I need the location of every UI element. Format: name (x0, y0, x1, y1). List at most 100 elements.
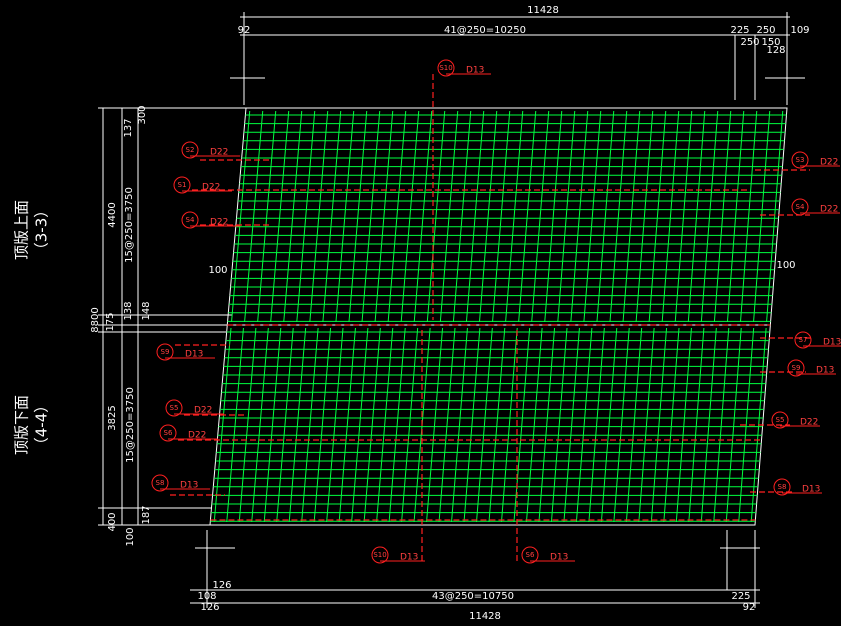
rebar-line (213, 327, 232, 523)
rebar-circle (156, 343, 174, 361)
rebar-circle (437, 59, 455, 77)
rebar-line (361, 110, 381, 323)
rebar-line (687, 110, 706, 323)
rebar-line (438, 327, 456, 523)
rebar-line (753, 110, 771, 323)
rebar-line (439, 110, 459, 323)
dimension-label: 3825 (107, 405, 118, 430)
rebar-mark: S6 (164, 429, 173, 437)
rebar-line (270, 110, 290, 323)
rebar-size: D13 (550, 553, 568, 563)
dimension-label: 100 (208, 265, 227, 276)
rebar-circle (773, 478, 791, 496)
rebar-size: D22 (194, 406, 212, 416)
dimension-label: 148 (141, 301, 152, 320)
dimension-label: 137 (123, 118, 134, 137)
rebar-size: D13 (816, 366, 834, 376)
rebar-line (426, 327, 444, 523)
rebar-line (661, 110, 680, 323)
rebar-line (488, 327, 506, 523)
rebar-line (238, 327, 257, 523)
rebar-line (713, 110, 732, 323)
rebar-line (674, 110, 693, 323)
rebar-line (550, 327, 568, 523)
rebar-line (638, 327, 655, 523)
rebar-line (766, 110, 784, 323)
rebar-circle (159, 424, 177, 442)
rebar-circle (771, 411, 789, 429)
rebar-line (525, 327, 543, 523)
rebar-line (476, 327, 493, 523)
rebar-line (513, 327, 531, 523)
rebar-mark: S9 (792, 364, 801, 372)
rebar-line (452, 110, 472, 323)
rebar-circle (787, 359, 805, 377)
rebar-circle (181, 211, 199, 229)
rebar-mark: S4 (796, 203, 805, 211)
rebar-line (726, 110, 745, 323)
dimension-label: 225 (730, 25, 749, 36)
section-number: （3-3） (33, 203, 51, 258)
rebar-line (713, 327, 730, 523)
rebar-size: D22 (820, 158, 838, 168)
rebar-line (688, 327, 705, 523)
rebar-line (492, 110, 511, 323)
rebar-size: D13 (802, 485, 820, 495)
dimension-label: 128 (766, 45, 785, 56)
section-name: 顶版上面 (13, 200, 31, 260)
rebar-mark: S5 (170, 404, 179, 412)
rebar-line (335, 110, 355, 323)
rebar-mark: S8 (156, 479, 165, 487)
rebar-line (244, 110, 264, 323)
rebar-mark: S5 (776, 416, 785, 424)
rebar-line (635, 110, 654, 323)
rebar-line (725, 327, 742, 523)
rebar-line (387, 110, 407, 323)
dimension-label: 138 (123, 301, 134, 320)
rebar-size: D13 (466, 66, 484, 76)
rebar-line (500, 327, 518, 523)
rebar-size: D22 (210, 148, 228, 158)
dimension-label: 187 (141, 505, 152, 524)
rebar-line (625, 327, 643, 523)
rebar-size: D22 (188, 431, 206, 441)
rebar-line (531, 110, 550, 323)
rebar-line (622, 110, 641, 323)
dimension-label: 15@250=3750 (125, 387, 136, 463)
rebar-line (363, 327, 381, 523)
rebar-mark: S10 (439, 64, 452, 72)
rebar-line (739, 110, 758, 323)
rebar-grid (170, 74, 813, 561)
rebar-line (276, 327, 294, 523)
dimension-label: 150 (761, 37, 780, 48)
section-name: 顶版下面 (13, 395, 31, 455)
rebar-line (613, 327, 630, 523)
dimension-label: 175 (105, 312, 116, 331)
rebar-line (609, 110, 628, 323)
dimension-label: 92 (238, 25, 251, 36)
rebar-line (309, 110, 329, 323)
rebar-line (451, 327, 468, 523)
rebar-line (257, 110, 277, 323)
rebar-line (738, 327, 755, 523)
rebar-size: D22 (820, 205, 838, 215)
rebar-line (288, 327, 307, 523)
rebar-circle (791, 198, 809, 216)
rebar-circle (371, 546, 389, 564)
rebar-line (413, 110, 433, 323)
dimension-label: 108 (197, 591, 216, 602)
dimension-label: 400 (107, 512, 118, 531)
rebar-size: D13 (185, 350, 203, 360)
rebar-line (226, 327, 244, 523)
rebar-line (426, 110, 446, 323)
rebar-size: D22 (202, 183, 220, 193)
rebar-mark: S4 (186, 216, 195, 224)
dimension-label: 126 (212, 580, 231, 591)
rebar-line (296, 110, 316, 323)
rebar-mark: S10 (373, 551, 386, 559)
rebar-line (351, 327, 369, 523)
dimension-label: 225 (731, 591, 750, 602)
